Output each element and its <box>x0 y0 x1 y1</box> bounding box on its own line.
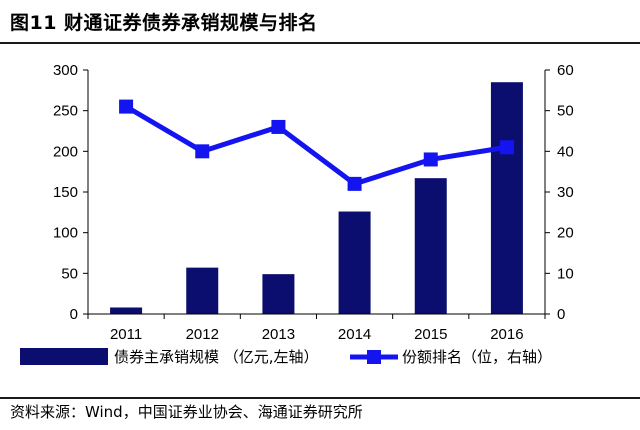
x-tick-label: 2011 <box>110 326 142 343</box>
axes <box>83 69 550 319</box>
left-tick-label: 50 <box>61 265 78 282</box>
x-tick-label: 2013 <box>262 326 295 343</box>
line-series <box>119 99 514 191</box>
legend-swatch-marker <box>367 350 381 364</box>
tick-labels: 0 50 100 150 200 250 300 0 10 20 30 40 50 60 2011 2012 2… <box>53 62 574 343</box>
x-tick-label: 2016 <box>490 326 523 343</box>
bar-2015 <box>414 178 447 314</box>
right-tick-label: 40 <box>557 143 574 160</box>
rank-point-2013 <box>271 119 286 134</box>
right-tick-label: 10 <box>557 265 574 282</box>
left-tick-label: 200 <box>53 143 78 160</box>
legend: 债券主承销规模 （亿元,左轴） 份额排名（位，右轴） <box>20 348 552 366</box>
bar-series <box>110 82 523 314</box>
left-tick-label: 100 <box>53 225 78 242</box>
legend-label-line: 份额排名（位，右轴） <box>402 348 552 366</box>
bar-2014 <box>338 211 371 314</box>
bar-2013 <box>262 274 295 314</box>
rank-point-2014 <box>347 176 362 191</box>
rank-point-2016 <box>499 140 514 155</box>
left-tick-label: 300 <box>53 62 78 79</box>
right-tick-label: 20 <box>557 225 574 242</box>
chart-title: 图11 财通证券债券承销规模与排名 <box>10 12 318 34</box>
title-rule <box>0 42 640 44</box>
bar-2012 <box>186 267 219 314</box>
rank-point-2011 <box>119 99 134 114</box>
legend-swatch-bar <box>20 348 108 365</box>
source-rule <box>0 397 640 399</box>
right-tick-label: 0 <box>557 306 565 323</box>
left-tick-label: 150 <box>53 184 78 201</box>
rank-line <box>124 104 508 187</box>
combo-chart: 0 50 100 150 200 250 300 0 10 20 30 40 50 60 2011 2012 2… <box>20 62 574 366</box>
right-tick-label: 60 <box>557 62 574 79</box>
bar-2011 <box>110 307 143 314</box>
source-note: 资料来源：Wind，中国证券业协会、海通证券研究所 <box>10 403 363 421</box>
rank-point-2012 <box>195 144 210 159</box>
x-tick-label: 2014 <box>338 326 371 343</box>
left-tick-label: 250 <box>53 103 78 120</box>
rank-point-2015 <box>423 152 438 167</box>
bar-2016 <box>490 82 523 314</box>
right-tick-label: 50 <box>557 103 574 120</box>
left-tick-label: 0 <box>70 306 78 323</box>
legend-label-bar: 债券主承销规模 （亿元,左轴） <box>114 348 319 366</box>
right-tick-label: 30 <box>557 184 574 201</box>
x-tick-label: 2012 <box>186 326 219 343</box>
x-tick-label: 2015 <box>414 326 447 343</box>
